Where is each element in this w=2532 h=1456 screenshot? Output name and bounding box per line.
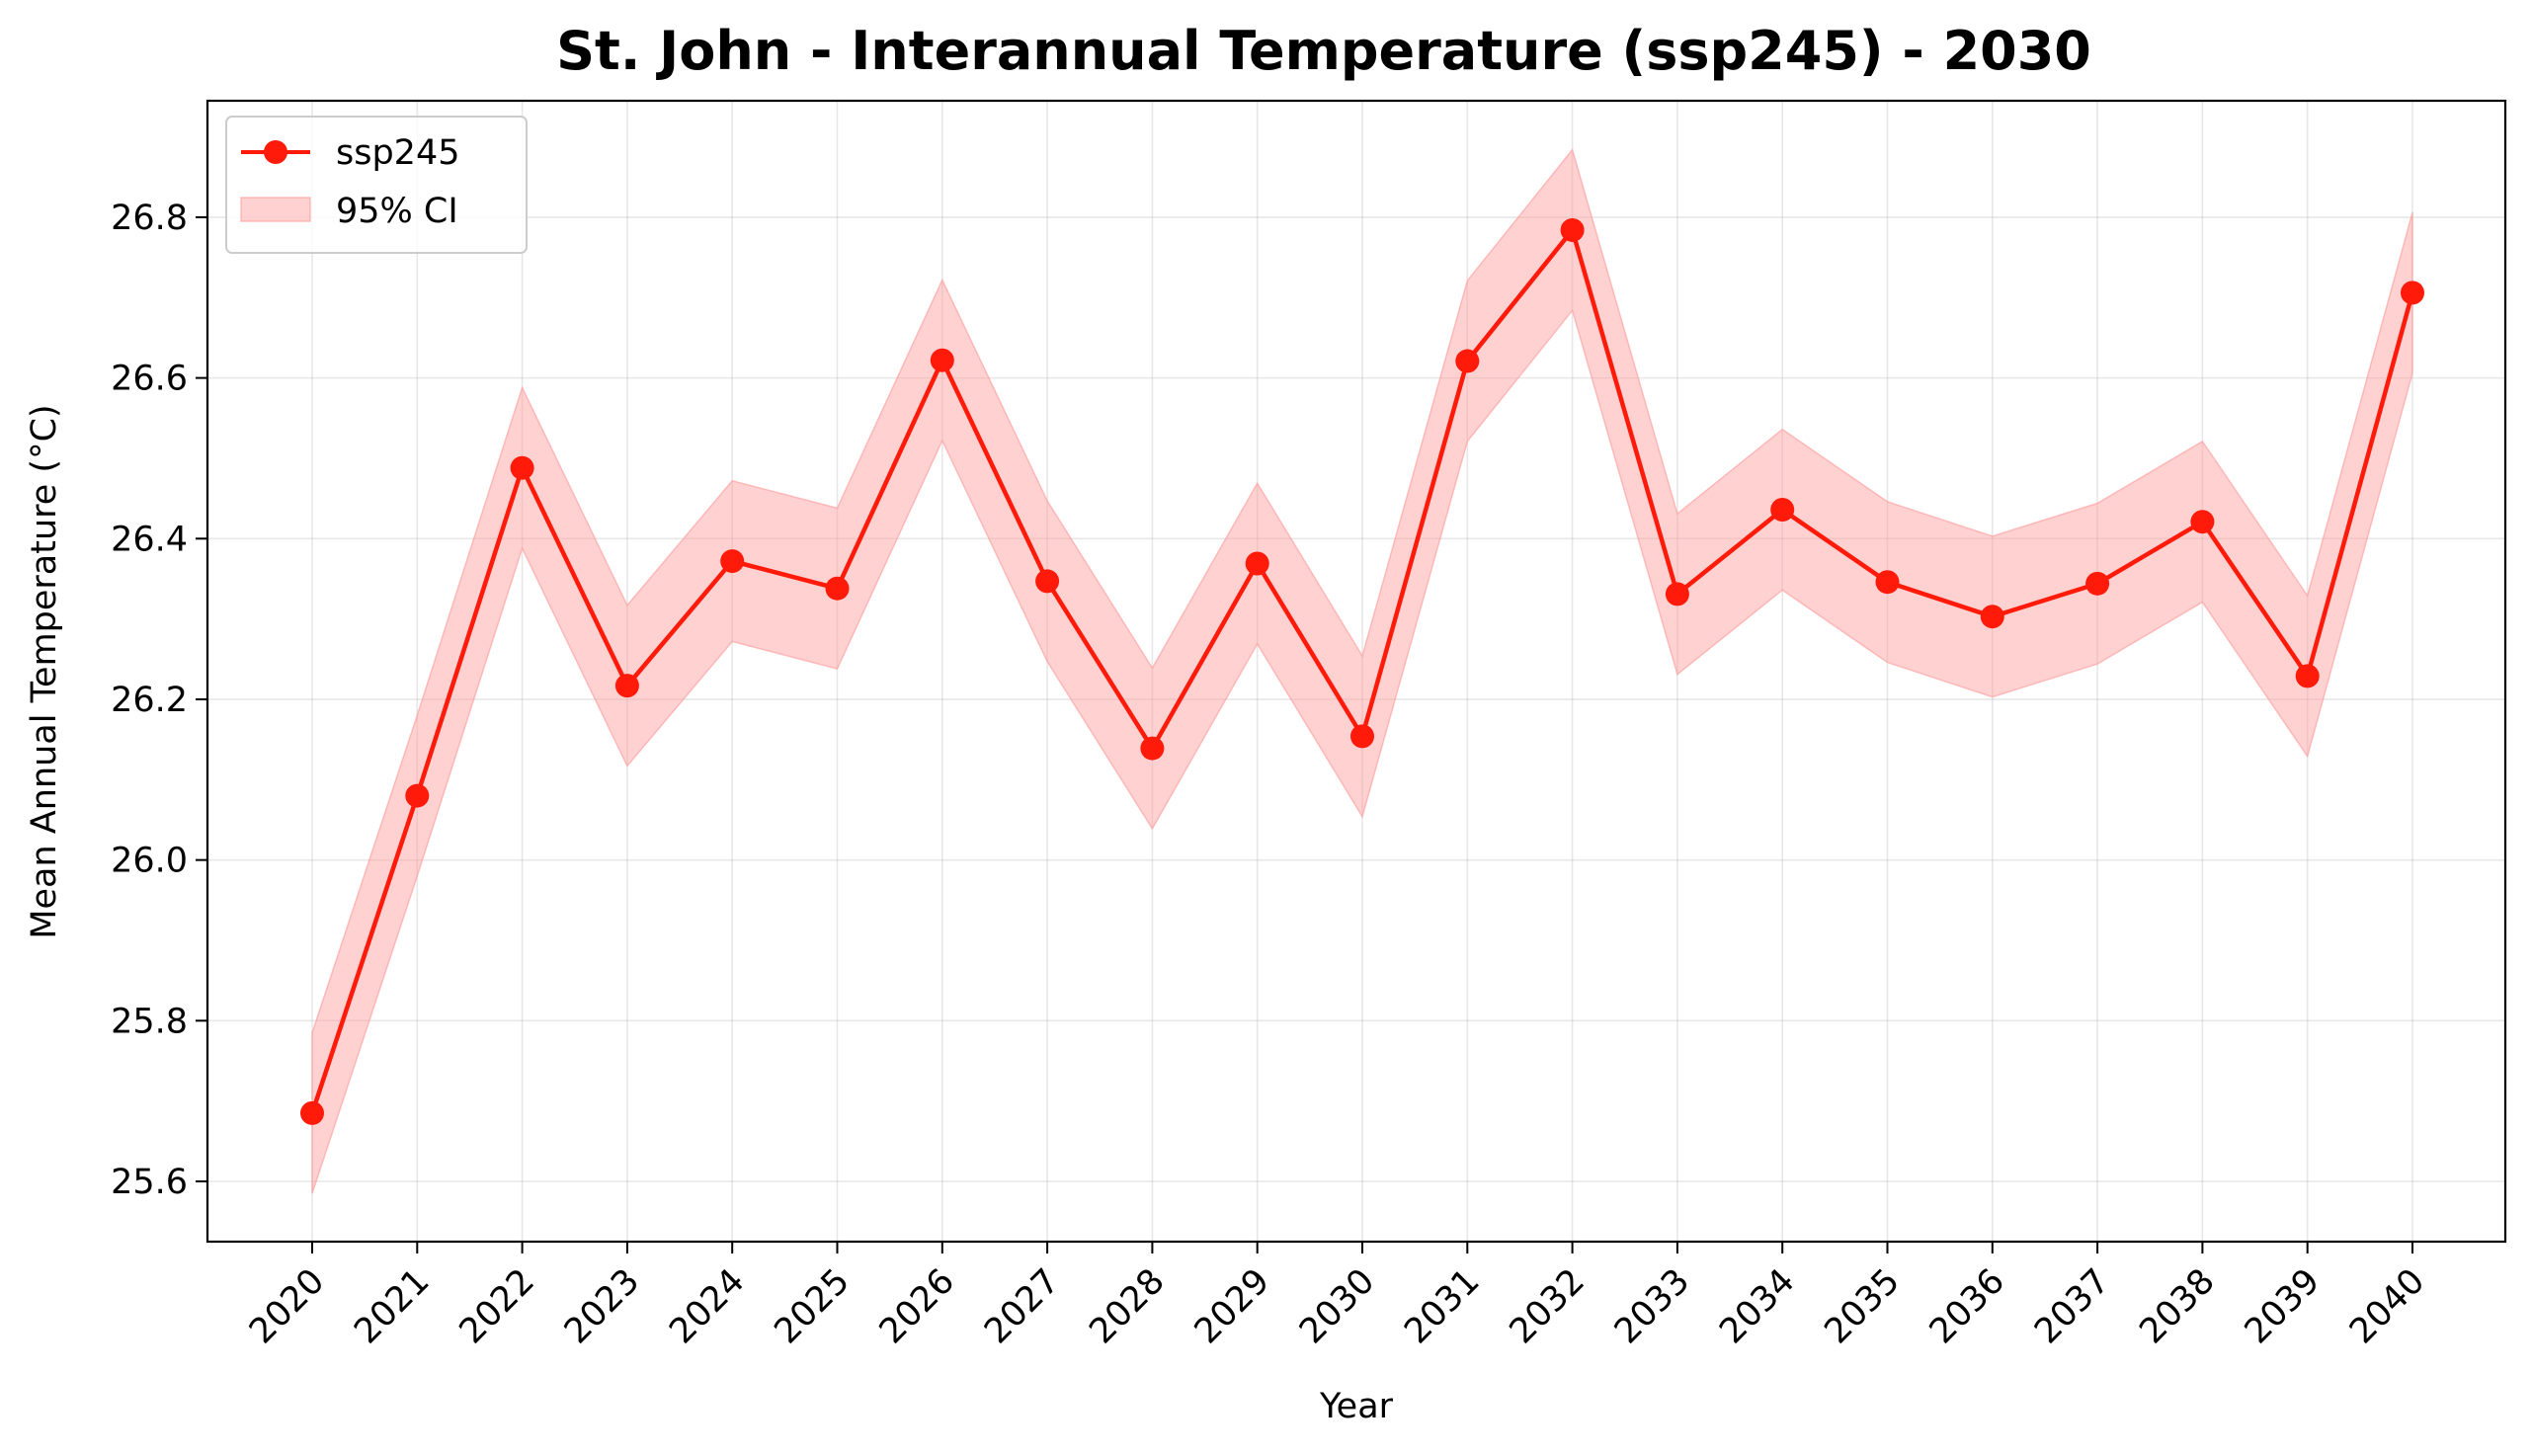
y-tick-label: 25.8: [111, 1002, 188, 1041]
data-point: [825, 576, 850, 601]
y-tick-label: 26.8: [111, 199, 188, 238]
series-layer: [300, 217, 2424, 1125]
confidence-band-area: [311, 148, 2413, 1194]
data-point: [1455, 349, 1480, 373]
data-point: [720, 549, 745, 574]
data-point: [2401, 281, 2424, 305]
data-point: [614, 674, 639, 698]
data-point: [1560, 217, 1585, 242]
data-point: [2085, 571, 2110, 596]
x-axis-label: Year: [1319, 1387, 1394, 1426]
y-tick-label: 26.6: [111, 360, 188, 399]
confidence-band-layer: [311, 148, 2413, 1194]
legend-label-series: ssp245: [336, 133, 460, 173]
data-point: [1980, 605, 2004, 629]
y-tick-label: 26.0: [111, 842, 188, 881]
data-point: [2190, 510, 2215, 534]
data-point: [300, 1100, 324, 1125]
data-point: [1035, 569, 1060, 594]
grid: [207, 101, 2505, 1242]
data-point: [1350, 724, 1374, 749]
data-point: [930, 348, 954, 372]
chart-title: St. John - Interannual Temperature (ssp2…: [556, 20, 2091, 82]
legend: ssp245 95% CI: [225, 116, 528, 254]
data-point: [405, 783, 430, 808]
data-point: [2295, 664, 2320, 688]
data-point: [1770, 498, 1795, 523]
data-point: [1245, 551, 1269, 576]
y-tick-label: 26.4: [111, 520, 188, 559]
y-tick-label: 25.6: [111, 1163, 188, 1202]
legend-label-ci: 95% CI: [336, 192, 458, 231]
data-point: [1140, 736, 1165, 761]
legend-marker-swatch: [264, 140, 287, 164]
y-axis: 25.6 25.8 26.0 26.2 26.4 26.6 26.8: [111, 199, 207, 1202]
data-point: [510, 455, 534, 480]
data-point: [1665, 582, 1689, 607]
plot-area-frame: [205, 99, 2507, 1244]
y-axis-label: Mean Annual Temperature (°C): [25, 404, 64, 938]
data-point: [1875, 570, 1900, 595]
y-tick-label: 26.2: [111, 681, 188, 720]
legend-band-swatch: [240, 197, 311, 222]
